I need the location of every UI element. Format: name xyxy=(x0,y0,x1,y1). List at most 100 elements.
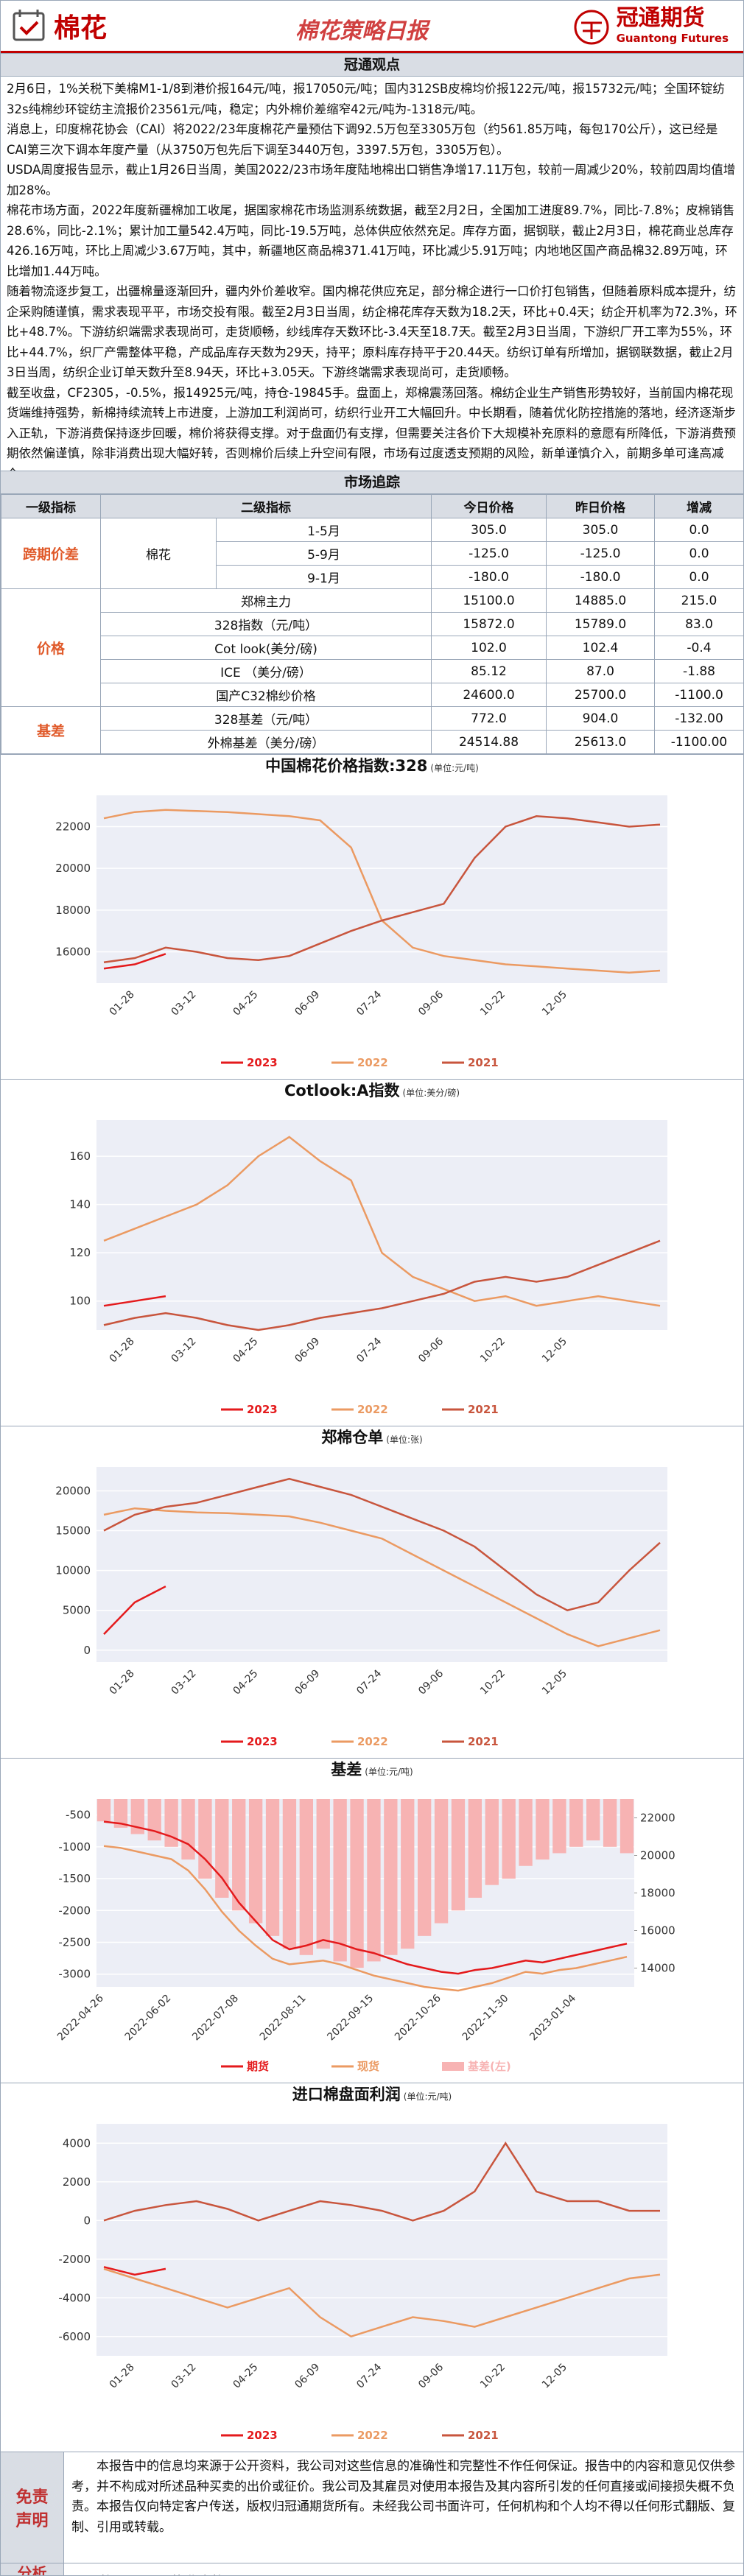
group-label: 价格 xyxy=(1,588,101,707)
bar xyxy=(265,1799,280,1936)
x-tick-label: 06-09 xyxy=(292,2362,322,2391)
y-tick-label: 2000 xyxy=(63,2175,91,2189)
chart-title: Cotlook:A指数 xyxy=(284,1082,401,1099)
legend-label: 基差(左) xyxy=(467,2060,511,2073)
chart-title: 郑棉仓单 xyxy=(321,1429,383,1446)
y-tick-label: -1500 xyxy=(58,1872,91,1885)
cell: -125.0 xyxy=(431,541,547,566)
x-tick-label: 03-12 xyxy=(169,989,199,1018)
analyst-label: 分析师 xyxy=(1,2563,64,2575)
y-tick-label: 0 xyxy=(83,2214,91,2227)
bar xyxy=(519,1799,533,1866)
bar xyxy=(232,1799,246,1911)
bar xyxy=(147,1799,161,1841)
cell: -180.0 xyxy=(431,565,547,589)
paragraph: 消息上，印度棉花协会（CAI）将2022/23年度棉花产量预估下调92.5万包至… xyxy=(7,122,718,157)
cell: 83.0 xyxy=(654,612,743,636)
x-tick-label: 2022-10-26 xyxy=(393,1992,443,2043)
legend-label: 2022 xyxy=(357,2429,388,2442)
item-label: 328基差（元/吨） xyxy=(100,706,432,731)
table-row: 国产C32棉纱价格 24600.0 25700.0 -1100.0 xyxy=(1,683,743,707)
group-label: 基差 xyxy=(1,706,101,754)
x-tick-label: 2023-01-04 xyxy=(527,1992,578,2043)
bar xyxy=(248,1799,263,1924)
x-tick-label: 07-24 xyxy=(354,2361,384,2390)
y-tick-label: 10000 xyxy=(55,1564,91,1577)
x-tick-label: 2022-07-08 xyxy=(190,1993,241,2044)
legend-label: 2021 xyxy=(468,1056,499,1069)
bar xyxy=(350,1799,364,1968)
cell: -125.0 xyxy=(546,541,655,566)
cell: 24600.0 xyxy=(431,683,547,707)
cell: 102.4 xyxy=(546,636,655,660)
column-header: 一级指标 xyxy=(1,494,101,518)
paragraph: USDA周度报告显示，截止1月26日当周，美国2022/23市场年度陆地棉出口销… xyxy=(7,163,736,197)
analyst: 分析师 王静 执业资格证号F0235424/Z0000771 xyxy=(1,2563,743,2575)
bar xyxy=(586,1799,600,1841)
paragraph: 棉花市场方面，2022年度新疆棉加工收尾，据国家棉花市场监测系统数据，截至2月2… xyxy=(7,203,735,278)
logo: 棉花 xyxy=(11,7,107,45)
x-tick-label: 10-22 xyxy=(478,2362,508,2391)
column-header: 今日价格 xyxy=(431,494,547,518)
y-tick-label: -4000 xyxy=(58,2291,91,2304)
y-tick-label: 140 xyxy=(69,1198,91,1211)
series-line xyxy=(103,1820,628,1975)
cell: 215.0 xyxy=(654,588,743,613)
x-tick-label: 03-12 xyxy=(169,1336,199,1365)
x-tick-label: 12-05 xyxy=(540,1668,569,1697)
x-tick-label: 2022-09-15 xyxy=(325,1993,376,2044)
chart-title: 基差 xyxy=(331,1761,362,1778)
cell: -0.4 xyxy=(654,636,743,660)
market-table: 一级指标 二级指标 今日价格 昨日价格 增减 跨期价差 棉花 1-5月 305.0 305.0 0.… xyxy=(1,494,743,754)
group-label: 跨期价差 xyxy=(1,518,101,589)
column-header: 增减 xyxy=(654,494,743,518)
chart: 进口棉盘面利润 (单位:元/吨) -6000 -4000 -2000 0 2000 4000 0… xyxy=(1,2083,743,2442)
plot-area xyxy=(96,795,667,983)
bar xyxy=(282,1799,297,1949)
y2-tick-label: 18000 xyxy=(640,1887,675,1900)
legend-label: 期货 xyxy=(247,2060,269,2073)
logo-text: 棉花 xyxy=(54,13,108,43)
table-row: 价格 郑棉主力 15100.0 14885.0 215.0 xyxy=(1,588,743,707)
cell: -180.0 xyxy=(546,565,655,589)
cell: 102.0 xyxy=(431,636,547,660)
item-label: Cot look(美分/磅) xyxy=(100,636,432,660)
chart-title: 中国棉花价格指数:328 xyxy=(265,757,427,775)
x-tick-label: 06-09 xyxy=(292,1668,322,1697)
x-tick-label: 07-24 xyxy=(354,988,384,1018)
bar xyxy=(96,1799,111,1822)
cell: -1100.0 xyxy=(654,683,743,707)
cell: 14885.0 xyxy=(546,588,655,613)
charts: 中国棉花价格指数:328 (单位:元/吨) 16000 18000 20000 22000… xyxy=(1,754,743,2452)
cell: 15100.0 xyxy=(431,588,547,613)
chart: 郑棉仓单 (单位:张) 0 5000 10000 15000 20000 01-28 03-12… xyxy=(1,1426,743,1748)
x-tick-label: 2022-06-02 xyxy=(123,1993,174,2044)
company-name: 冠通期货 xyxy=(616,5,705,31)
cell: 772.0 xyxy=(431,706,547,731)
series-line xyxy=(103,1507,661,1647)
x-tick-label: 2022-08-11 xyxy=(258,1993,309,2044)
table-row: ICE （美分/磅） 85.12 87.0 -1.88 xyxy=(1,659,743,683)
cell: -1.88 xyxy=(654,659,743,683)
x-tick-label: 10-22 xyxy=(478,989,508,1018)
y-tick-label: -1000 xyxy=(58,1840,91,1854)
x-tick-label: 10-22 xyxy=(478,1668,508,1697)
bar xyxy=(384,1799,398,1955)
legend-label: 2021 xyxy=(468,1403,499,1416)
section-heading: 市场追踪 xyxy=(1,471,743,494)
cell: 0.0 xyxy=(654,541,743,566)
y-tick-label: -6000 xyxy=(58,2330,91,2343)
x-tick-label: 07-24 xyxy=(354,1335,384,1365)
chart-unit: (单位:元/吨) xyxy=(404,2091,452,2102)
company-logo xyxy=(574,10,609,45)
bar xyxy=(299,1799,313,1955)
y-tick-label: 18000 xyxy=(55,904,91,917)
chart: 基差 (单位:元/吨) -3000 -2500 -2000 -1500 -1000 -500 1… xyxy=(1,1758,743,2073)
viewpoint: 2月6日，1%关税下美棉M1-1/8到港价报164元/吨，报17050元/吨；国… xyxy=(1,77,743,471)
plot-area xyxy=(96,1467,667,1662)
bar xyxy=(434,1799,449,1924)
bar xyxy=(620,1799,634,1854)
cell: 305.0 xyxy=(431,518,547,542)
report-title: 棉花策略日报 xyxy=(295,18,428,44)
series-line xyxy=(103,1136,661,1307)
